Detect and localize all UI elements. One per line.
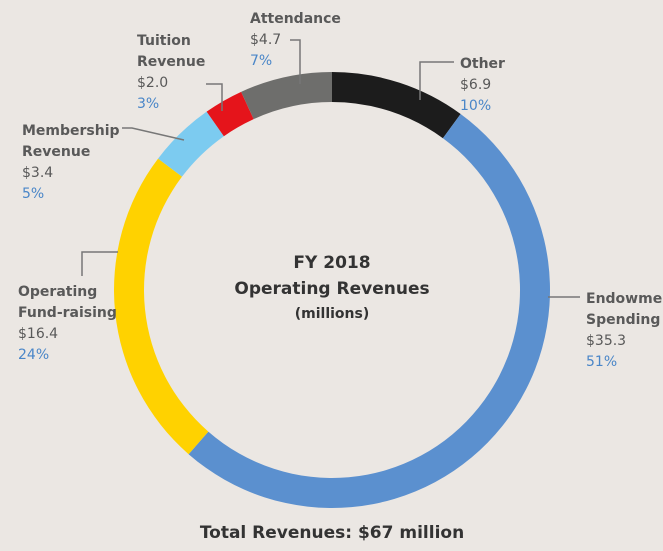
slice-label: Endowment Spending [586,291,663,328]
chart-title: Operating Revenues [234,279,429,299]
slice [241,72,332,120]
chart-title: FY 2018 [293,253,370,273]
percent-label: 5% [22,186,44,202]
value-label: $16.4 [18,326,58,342]
chart-subtitle: (millions) [295,306,370,322]
leader-line [122,127,185,141]
leader-line [290,39,301,84]
leader-line [419,61,454,100]
percent-label: 51% [586,354,617,370]
slice-label: Attendance [250,11,341,27]
slice-label: Other [460,56,505,72]
value-label: $4.7 [250,32,281,48]
slice [188,113,551,509]
slice [332,72,461,139]
slice-label: Membership Revenue [22,123,124,160]
percent-label: 7% [250,53,272,69]
slice [113,158,209,455]
leader-line [81,251,118,276]
percent-label: 10% [460,98,491,114]
slice [206,91,254,137]
slice-label: Tuition Revenue [137,33,205,70]
footer: Total Revenues: $67 million [200,523,464,543]
percent-label: 3% [137,96,159,112]
value-label: $2.0 [137,75,168,91]
value-label: $35.3 [586,333,626,349]
value-label: $6.9 [460,77,491,93]
slice [158,111,224,177]
slice-label: Operating Fund-raising [18,284,117,321]
leader-line [206,83,223,111]
percent-label: 24% [18,347,49,363]
value-label: $3.4 [22,165,53,181]
